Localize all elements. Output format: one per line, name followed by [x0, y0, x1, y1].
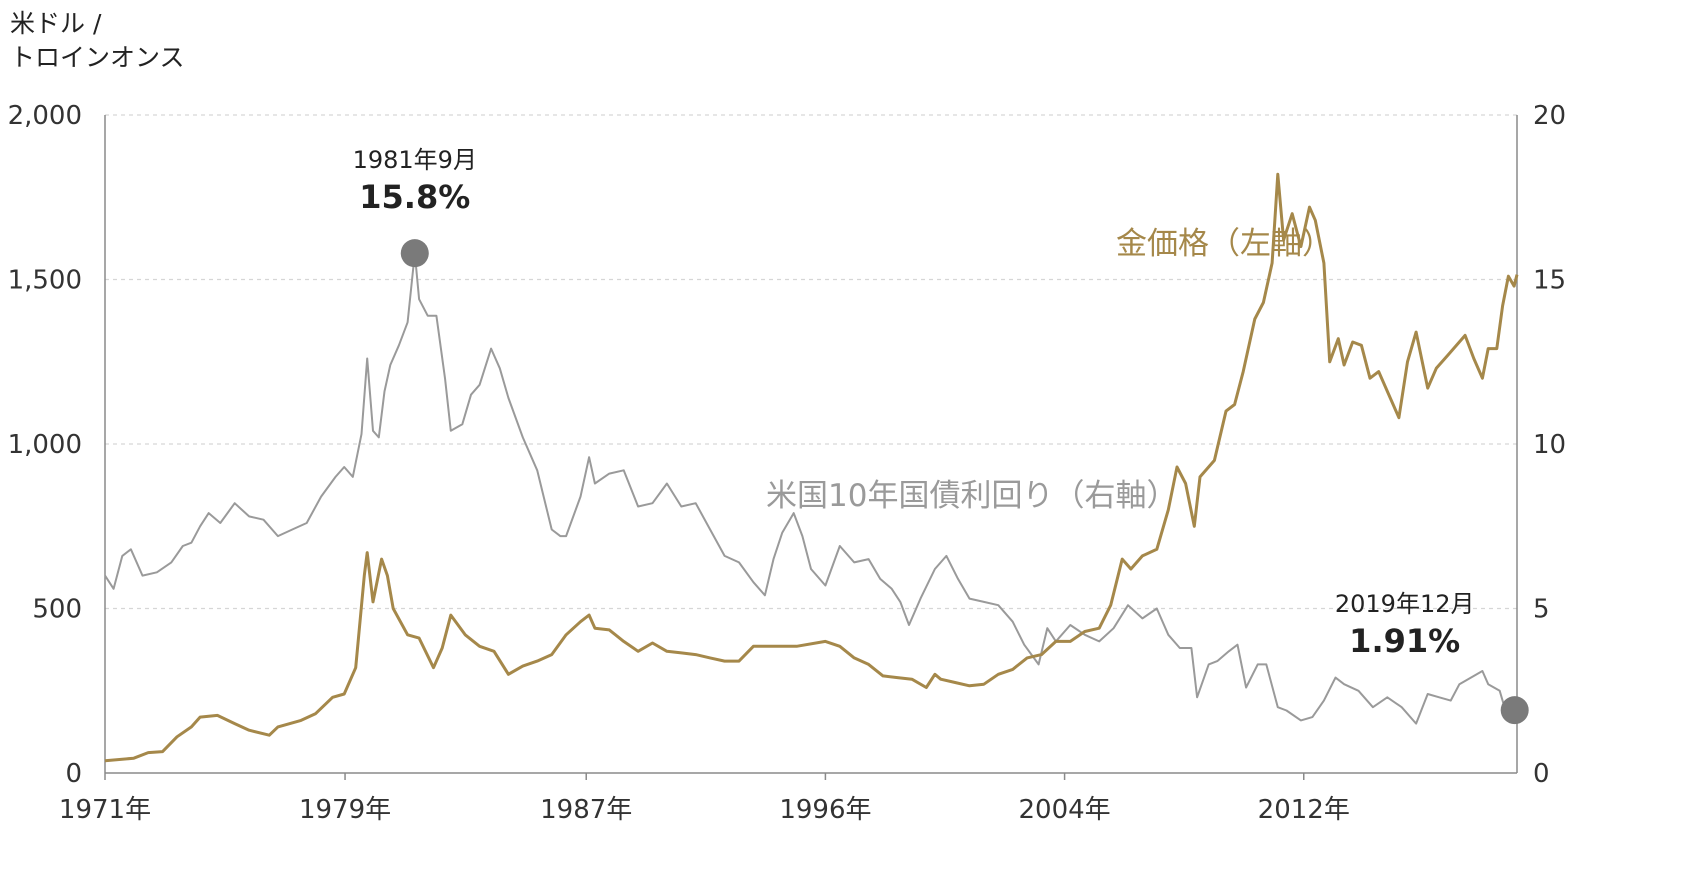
y-right-tick-label: 15: [1533, 266, 1566, 296]
annotation-marker: [400, 239, 429, 268]
annotation-date: 1981年9月: [353, 146, 477, 174]
y-right-tick-label: 10: [1533, 430, 1566, 460]
annotation-value: 1.91%: [1349, 622, 1460, 660]
gold-price-line: [104, 172, 1519, 763]
x-tick-label: 2012年: [1258, 795, 1350, 825]
y-right-tick-label: 20: [1533, 101, 1566, 131]
y-right-tick-label: 5: [1533, 595, 1550, 625]
x-tick-labels: 1971年 1979年 1987年 1996年 2004年 2012年: [59, 795, 1350, 825]
x-tick-label: 1979年: [299, 795, 391, 825]
y-left-tick-label: 0: [65, 759, 82, 789]
y-left-tick-label: 1,500: [8, 266, 82, 296]
axes: [104, 115, 1518, 780]
y-right-tick-label: 0: [1533, 759, 1550, 789]
x-tick-label: 1987年: [540, 795, 632, 825]
y-left-tick-label: 2,000: [8, 101, 82, 131]
grid-lines: [105, 114, 1517, 610]
x-tick-label: 1971年: [59, 795, 151, 825]
y-left-axis-title-line1: 米ドル /: [10, 9, 102, 38]
annotations: 1981年9月 15.8% 2019年12月 1.91%: [353, 146, 1529, 725]
series-lines: [104, 172, 1519, 763]
treasury-yield-line: [104, 252, 1515, 725]
y-right-tick-labels: 0 5 10 15 20: [1533, 101, 1566, 789]
annotation-marker: [1500, 696, 1529, 725]
treasury-yield-series-label: 米国10年国債利回り（右軸）: [766, 478, 1177, 514]
y-left-tick-label: 1,000: [8, 430, 82, 460]
series-labels: 金価格（左軸） 米国10年国債利回り（右軸）: [766, 226, 1333, 514]
x-tick-label: 2004年: [1018, 795, 1110, 825]
y-left-axis-title-line2: トロインオンス: [10, 43, 185, 72]
y-left-tick-labels: 0 500 1,000 1,500 2,000: [8, 101, 82, 789]
gold-price-series-label: 金価格（左軸）: [1116, 226, 1333, 262]
y-left-tick-label: 500: [32, 595, 82, 625]
x-tick-label: 1996年: [779, 795, 871, 825]
annotation-date: 2019年12月: [1335, 590, 1475, 618]
annotation-value: 15.8%: [359, 178, 470, 216]
